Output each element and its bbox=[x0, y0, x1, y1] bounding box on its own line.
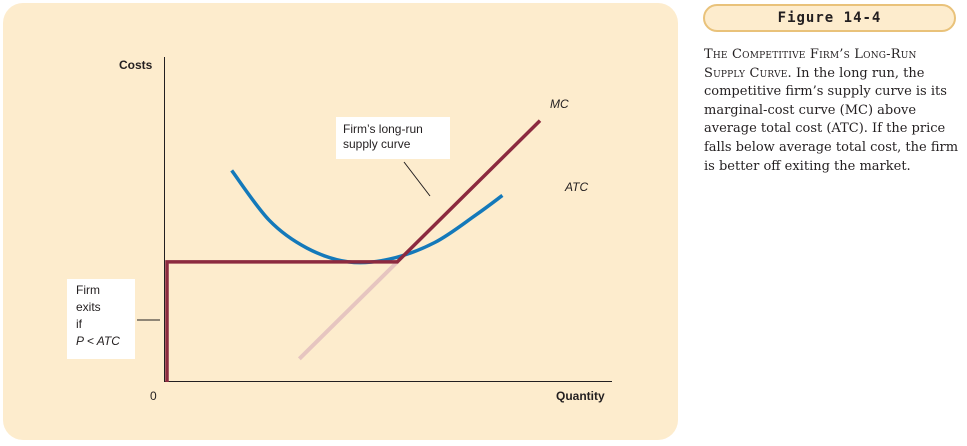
x-axis-label: Quantity bbox=[556, 389, 605, 403]
figure-panel bbox=[3, 3, 678, 440]
supply-annotation-pointer bbox=[403, 161, 431, 197]
exit-line-3: if bbox=[76, 317, 82, 331]
y-axis-label: Costs bbox=[119, 58, 153, 72]
atc-label: ATC bbox=[565, 180, 589, 194]
figure-caption: The Competitive Firm’s Long-Run Supply C… bbox=[704, 46, 962, 176]
origin-label: 0 bbox=[150, 389, 157, 403]
mc-curve bbox=[165, 119, 542, 382]
figure-label: Figure 14-4 bbox=[703, 4, 956, 32]
exit-line-4: P < ATC bbox=[76, 334, 120, 348]
mc-label: MC bbox=[550, 97, 569, 111]
exit-line-1: Firm bbox=[76, 283, 100, 297]
exit-annotation: Firm exits if P < ATC bbox=[67, 279, 135, 359]
atc-curve bbox=[230, 169, 504, 265]
caption-title: The Competitive Firm’s Long-Run Supply C… bbox=[704, 47, 917, 81]
exit-line-2: exits bbox=[76, 300, 101, 314]
supply-curve-annotation-text: Firm’s long-run supply curve bbox=[343, 122, 423, 151]
caption-body: In the long run, the competitive firm’s … bbox=[704, 65, 959, 174]
supply-curve-annotation: Firm’s long-run supply curve bbox=[336, 117, 450, 159]
mc-lower-segment bbox=[297, 260, 399, 361]
